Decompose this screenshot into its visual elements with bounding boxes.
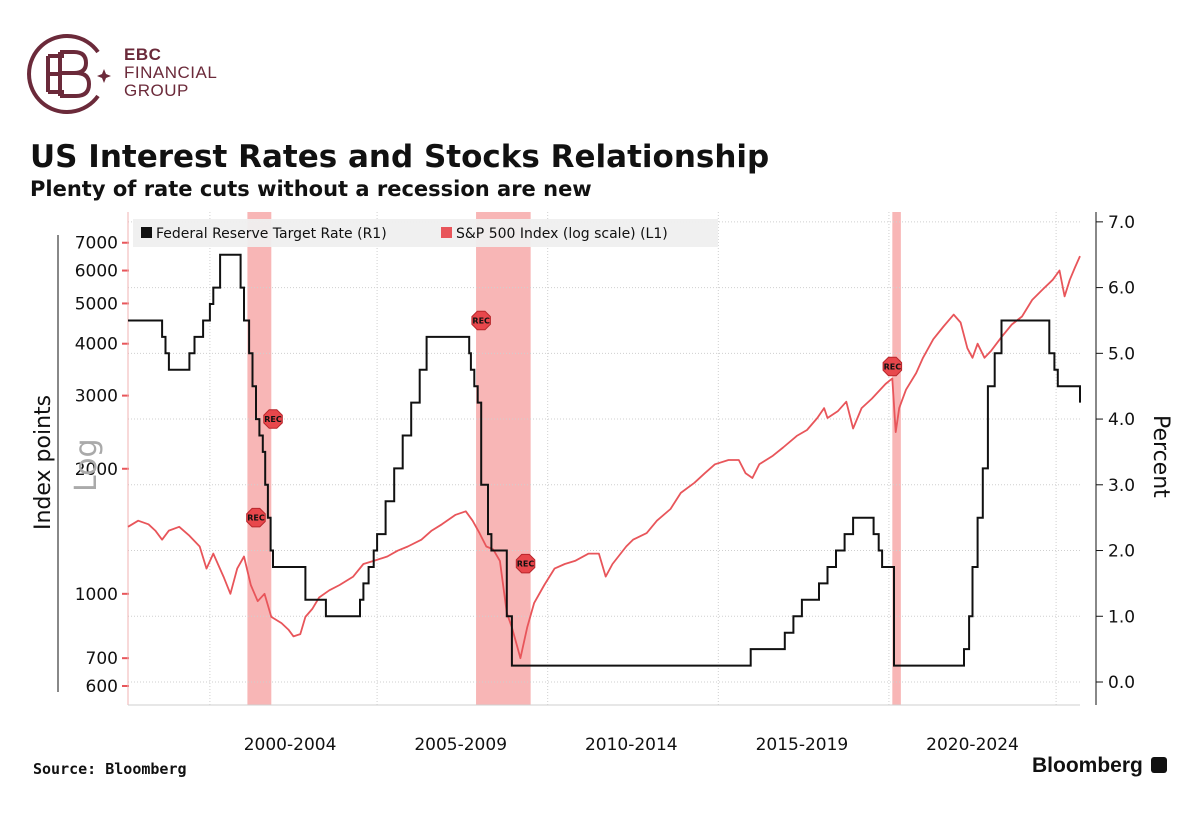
x-tick-label-4: 2015-2019 xyxy=(756,735,849,755)
rec-label: REC xyxy=(247,514,265,523)
x-tick-label-5: 2020-2024 xyxy=(926,735,1019,755)
source-note: Source: Bloomberg xyxy=(33,760,187,778)
logo-line-2: FINANCIAL xyxy=(124,63,218,82)
recession-band-3 xyxy=(892,212,901,705)
legend-swatch-sp500 xyxy=(441,227,452,238)
left-tick-label-5000: 5000 xyxy=(75,294,118,314)
legend-swatch-fed xyxy=(141,227,152,238)
right-tick-label-0.0: 0.0 xyxy=(1108,673,1135,693)
chart-title: US Interest Rates and Stocks Relationshi… xyxy=(30,139,770,175)
rec-label: REC xyxy=(264,415,282,424)
rec-octagon xyxy=(263,409,283,429)
sp500-line xyxy=(127,255,1081,660)
bloomberg-wordmark: Bloomberg xyxy=(1032,754,1143,777)
legend-label-fed: Federal Reserve Target Rate (R1) xyxy=(156,226,387,242)
left-axis-title: Index points xyxy=(31,395,56,530)
x-tick-label-1: 2000-2004 xyxy=(244,735,337,755)
ebc-logo: EBC FINANCIAL GROUP xyxy=(26,34,226,114)
bloomberg-terminal-icon xyxy=(1150,757,1167,773)
x-tick-label-2: 2005-2009 xyxy=(414,735,507,755)
rec-octagon xyxy=(471,310,491,331)
legend: Federal Reserve Target Rate (R1) S&P 500 … xyxy=(133,219,718,247)
recession-band-2 xyxy=(476,212,531,705)
left-tick-label-700: 700 xyxy=(86,649,118,669)
left-tick-label-7000: 7000 xyxy=(75,234,118,254)
right-axis-title: Percent xyxy=(1148,415,1173,498)
rec-marker-3: REC xyxy=(471,310,491,331)
rec-label: REC xyxy=(884,362,902,371)
right-tick-label-4.0: 4.0 xyxy=(1108,410,1135,430)
logo-line-3: GROUP xyxy=(124,81,189,100)
right-tick-label-6.0: 6.0 xyxy=(1108,279,1135,299)
right-tick-label-5.0: 5.0 xyxy=(1108,344,1135,364)
chart-subtitle: Plenty of rate cuts without a recession … xyxy=(30,177,592,201)
logo-wordmark: EBC FINANCIAL GROUP xyxy=(124,46,217,100)
rec-octagon xyxy=(246,507,266,528)
rec-label: REC xyxy=(472,316,490,325)
rec-marker-2: REC xyxy=(246,507,266,528)
bloomberg-brand: Bloomberg xyxy=(1032,754,1167,778)
right-tick-label-7.0: 7.0 xyxy=(1108,213,1135,233)
recession-band-1 xyxy=(247,212,272,705)
left-tick-label-3000: 3000 xyxy=(75,387,118,407)
right-tick-label-3.0: 3.0 xyxy=(1108,476,1135,496)
ebc-monogram-icon xyxy=(27,34,111,114)
right-tick-label-2.0: 2.0 xyxy=(1108,542,1135,562)
log-scale-marker: Log xyxy=(69,438,104,492)
rec-marker-4: REC xyxy=(515,553,536,574)
rec-octagon xyxy=(882,356,903,377)
rec-marker-1: REC xyxy=(263,409,283,429)
legend-label-sp500: S&P 500 Index (log scale) (L1) xyxy=(456,226,668,242)
right-tick-label-1.0: 1.0 xyxy=(1108,607,1135,627)
legend-background xyxy=(133,219,718,247)
plot-area xyxy=(128,212,1080,705)
rec-octagon xyxy=(515,553,536,574)
x-tick-label-3: 2010-2014 xyxy=(585,735,678,755)
left-tick-label-4000: 4000 xyxy=(75,335,118,355)
logo-line-1: EBC xyxy=(124,45,162,64)
left-tick-label-6000: 6000 xyxy=(75,262,118,282)
rec-label: REC xyxy=(517,560,535,569)
rec-marker-5: REC xyxy=(882,356,903,377)
fed-rate-line xyxy=(128,253,1081,667)
left-tick-label-2000: 2000 xyxy=(75,460,118,480)
left-tick-label-1000: 1000 xyxy=(75,585,118,605)
left-tick-label-600: 600 xyxy=(86,677,118,697)
